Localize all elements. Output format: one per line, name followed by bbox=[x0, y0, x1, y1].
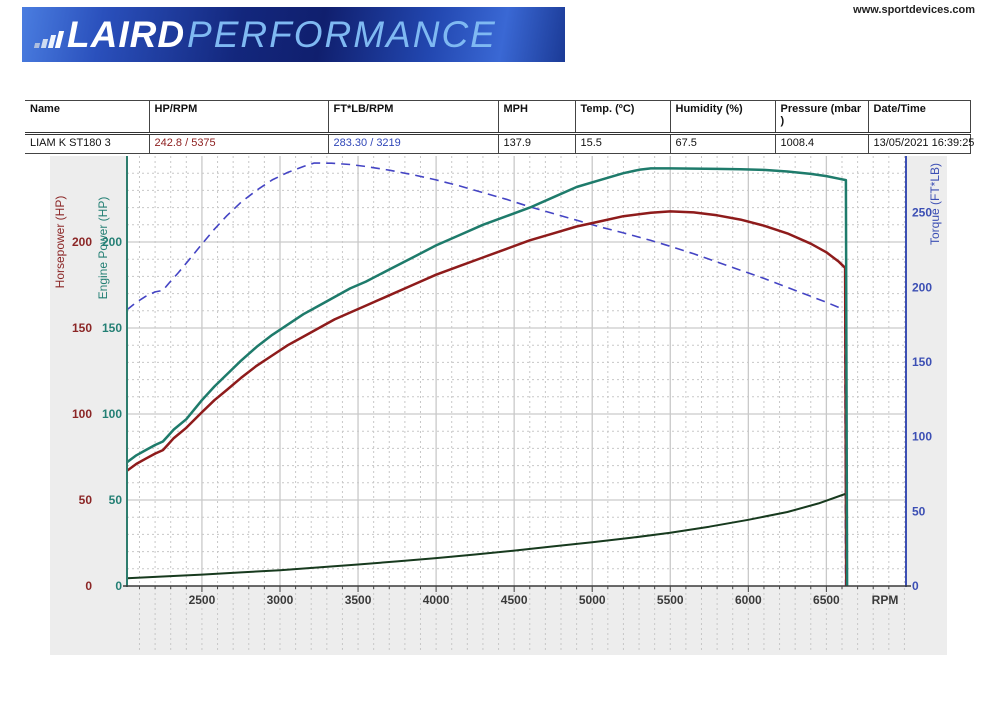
col-header-hp-rpm: HP/RPM bbox=[148, 100, 328, 135]
x-tick-label: 4000 bbox=[423, 593, 450, 607]
cell-temperature: 15.5 bbox=[574, 133, 670, 154]
cell-peak-hp-rpm: 242.8 / 5375 bbox=[148, 133, 328, 154]
plot-background bbox=[127, 156, 906, 586]
cell-run-name: LIAM K ST180 3 bbox=[30, 137, 111, 149]
left-tick-label-hp: 0 bbox=[85, 579, 92, 593]
col-header-mph: MPH bbox=[497, 100, 575, 135]
x-axis-title: RPM bbox=[872, 593, 899, 607]
left-tick-label-engine: 0 bbox=[115, 579, 122, 593]
x-tick-label: 5500 bbox=[657, 593, 684, 607]
engine-power-hp-curve bbox=[126, 167, 849, 587]
dyno-chart-svg: 2500 3000 3500 4000 4500 5000 5500 6000 6500 RPM0… bbox=[53, 156, 942, 650]
x-tick-label: 3000 bbox=[267, 593, 294, 607]
right-tick-label: 250 bbox=[912, 206, 932, 220]
x-tick-label: 5000 bbox=[579, 593, 606, 607]
left-tick-label-engine: 200 bbox=[102, 235, 122, 249]
left-axis-title-engine-power: Engine Power (HP) bbox=[96, 197, 110, 300]
col-header-pressure: Pressure (mbar ) bbox=[774, 100, 868, 135]
left-tick-label-engine: 50 bbox=[109, 493, 123, 507]
left-tick-label-engine: 150 bbox=[102, 321, 122, 335]
results-table: Name HP/RPM FT*LB/RPM MPH Temp. (ºC) Hum… bbox=[25, 100, 974, 154]
cell-mph: 137.9 bbox=[497, 133, 575, 154]
left-tick-label-hp: 50 bbox=[79, 493, 93, 507]
results-header-row: Name HP/RPM FT*LB/RPM MPH Temp. (ºC) Hum… bbox=[25, 100, 971, 135]
col-header-temp: Temp. (ºC) bbox=[574, 100, 670, 135]
logo-banner: LAIRD PERFORMANCE bbox=[22, 7, 565, 62]
dyno-chart-panel: 2500 3000 3500 4000 4500 5000 5500 6000 6500 RPM 0… bbox=[50, 156, 947, 655]
right-tick-label: 200 bbox=[912, 280, 932, 294]
x-tick-label: 6000 bbox=[735, 593, 762, 607]
horsepower-hp-curve bbox=[126, 210, 848, 587]
logo-brand-suffix: PERFORMANCE bbox=[187, 13, 497, 55]
vehicle-speed-curve bbox=[126, 493, 846, 580]
left-tick-label-hp: 200 bbox=[72, 235, 92, 249]
x-tick-label: 6500 bbox=[813, 593, 840, 607]
x-tick-label: 3500 bbox=[345, 593, 372, 607]
right-tick-label: 0 bbox=[912, 579, 919, 593]
col-header-ftlb-rpm: FT*LB/RPM bbox=[327, 100, 498, 135]
site-url: www.sportdevices.com bbox=[853, 4, 975, 16]
col-header-humidity: Humidity (%) bbox=[669, 100, 775, 135]
col-header-datetime: Date/Time bbox=[867, 100, 971, 135]
right-tick-label: 150 bbox=[912, 355, 932, 369]
right-tick-label: 50 bbox=[912, 504, 926, 518]
left-axis-title-horsepower: Horsepower (HP) bbox=[53, 196, 67, 289]
x-tick-label: 2500 bbox=[189, 593, 216, 607]
cell-peak-torque-rpm: 283.30 / 3219 bbox=[327, 133, 498, 154]
bar-chart-icon bbox=[33, 31, 65, 48]
right-axis-title-torque: Torque (FT*LB) bbox=[928, 163, 942, 245]
left-tick-label-hp: 100 bbox=[72, 407, 92, 421]
left-tick-label-engine: 100 bbox=[102, 407, 122, 421]
results-data-row: LIAM K ST180 3 242.8 / 5375 283.30 / 321… bbox=[25, 133, 974, 154]
cell-pressure: 1008.4 bbox=[774, 133, 868, 154]
right-tick-label: 100 bbox=[912, 430, 932, 444]
cell-datetime: 13/05/2021 16:39:25 bbox=[867, 133, 974, 154]
left-tick-label-hp: 150 bbox=[72, 321, 92, 335]
x-tick-label: 4500 bbox=[501, 593, 528, 607]
logo-brand-name: LAIRD bbox=[67, 13, 186, 55]
cell-humidity: 67.5 bbox=[669, 133, 775, 154]
col-header-name: Name bbox=[25, 100, 149, 135]
